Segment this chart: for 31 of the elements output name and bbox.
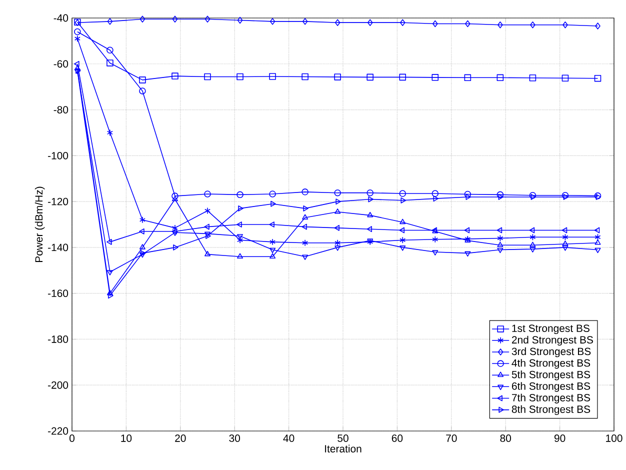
y-tick-label: -200 <box>48 381 68 389</box>
x-tick-label: 90 <box>554 434 566 442</box>
legend-label: 6th Strongest BS <box>512 382 590 392</box>
x-tick-label: 20 <box>175 434 186 442</box>
x-tick-label: 100 <box>606 434 622 442</box>
x-tick-label: 10 <box>121 434 132 442</box>
x-tick-label: 40 <box>283 434 294 442</box>
y-tick-label: -40 <box>54 14 68 22</box>
x-tick-label: 70 <box>446 434 457 442</box>
x-tick-label: 0 <box>69 434 74 442</box>
x-tick-label: 60 <box>392 434 403 442</box>
x-axis-title: Iteration <box>325 444 362 452</box>
y-tick-label: -140 <box>48 244 68 252</box>
legend-label: 5th Strongest BS <box>512 370 590 380</box>
y-tick-label: -220 <box>48 427 68 435</box>
y-tick-label: -80 <box>54 106 68 114</box>
y-tick-label: -160 <box>48 290 68 298</box>
y-axis-title: Power (dBm/Hz) <box>34 186 45 262</box>
x-tick-label: 30 <box>229 434 240 442</box>
x-tick-label: 80 <box>500 434 512 442</box>
legend-label: 3rd Strongest BS <box>512 347 591 358</box>
y-tick-label: -100 <box>48 152 68 160</box>
legend-label: 7th Strongest BS <box>512 394 590 404</box>
y-tick-label: -60 <box>54 60 68 68</box>
legend-label: 1st Strongest BS <box>512 324 590 334</box>
legend-label: 8th Strongest BS <box>512 405 590 416</box>
x-tick-label: 50 <box>338 434 348 442</box>
legend-label: 2nd Strongest BS <box>512 336 593 346</box>
y-tick-label: -180 <box>48 336 68 343</box>
y-tick-label: -120 <box>48 198 68 206</box>
legend-label: 4th Strongest BS <box>512 358 590 369</box>
